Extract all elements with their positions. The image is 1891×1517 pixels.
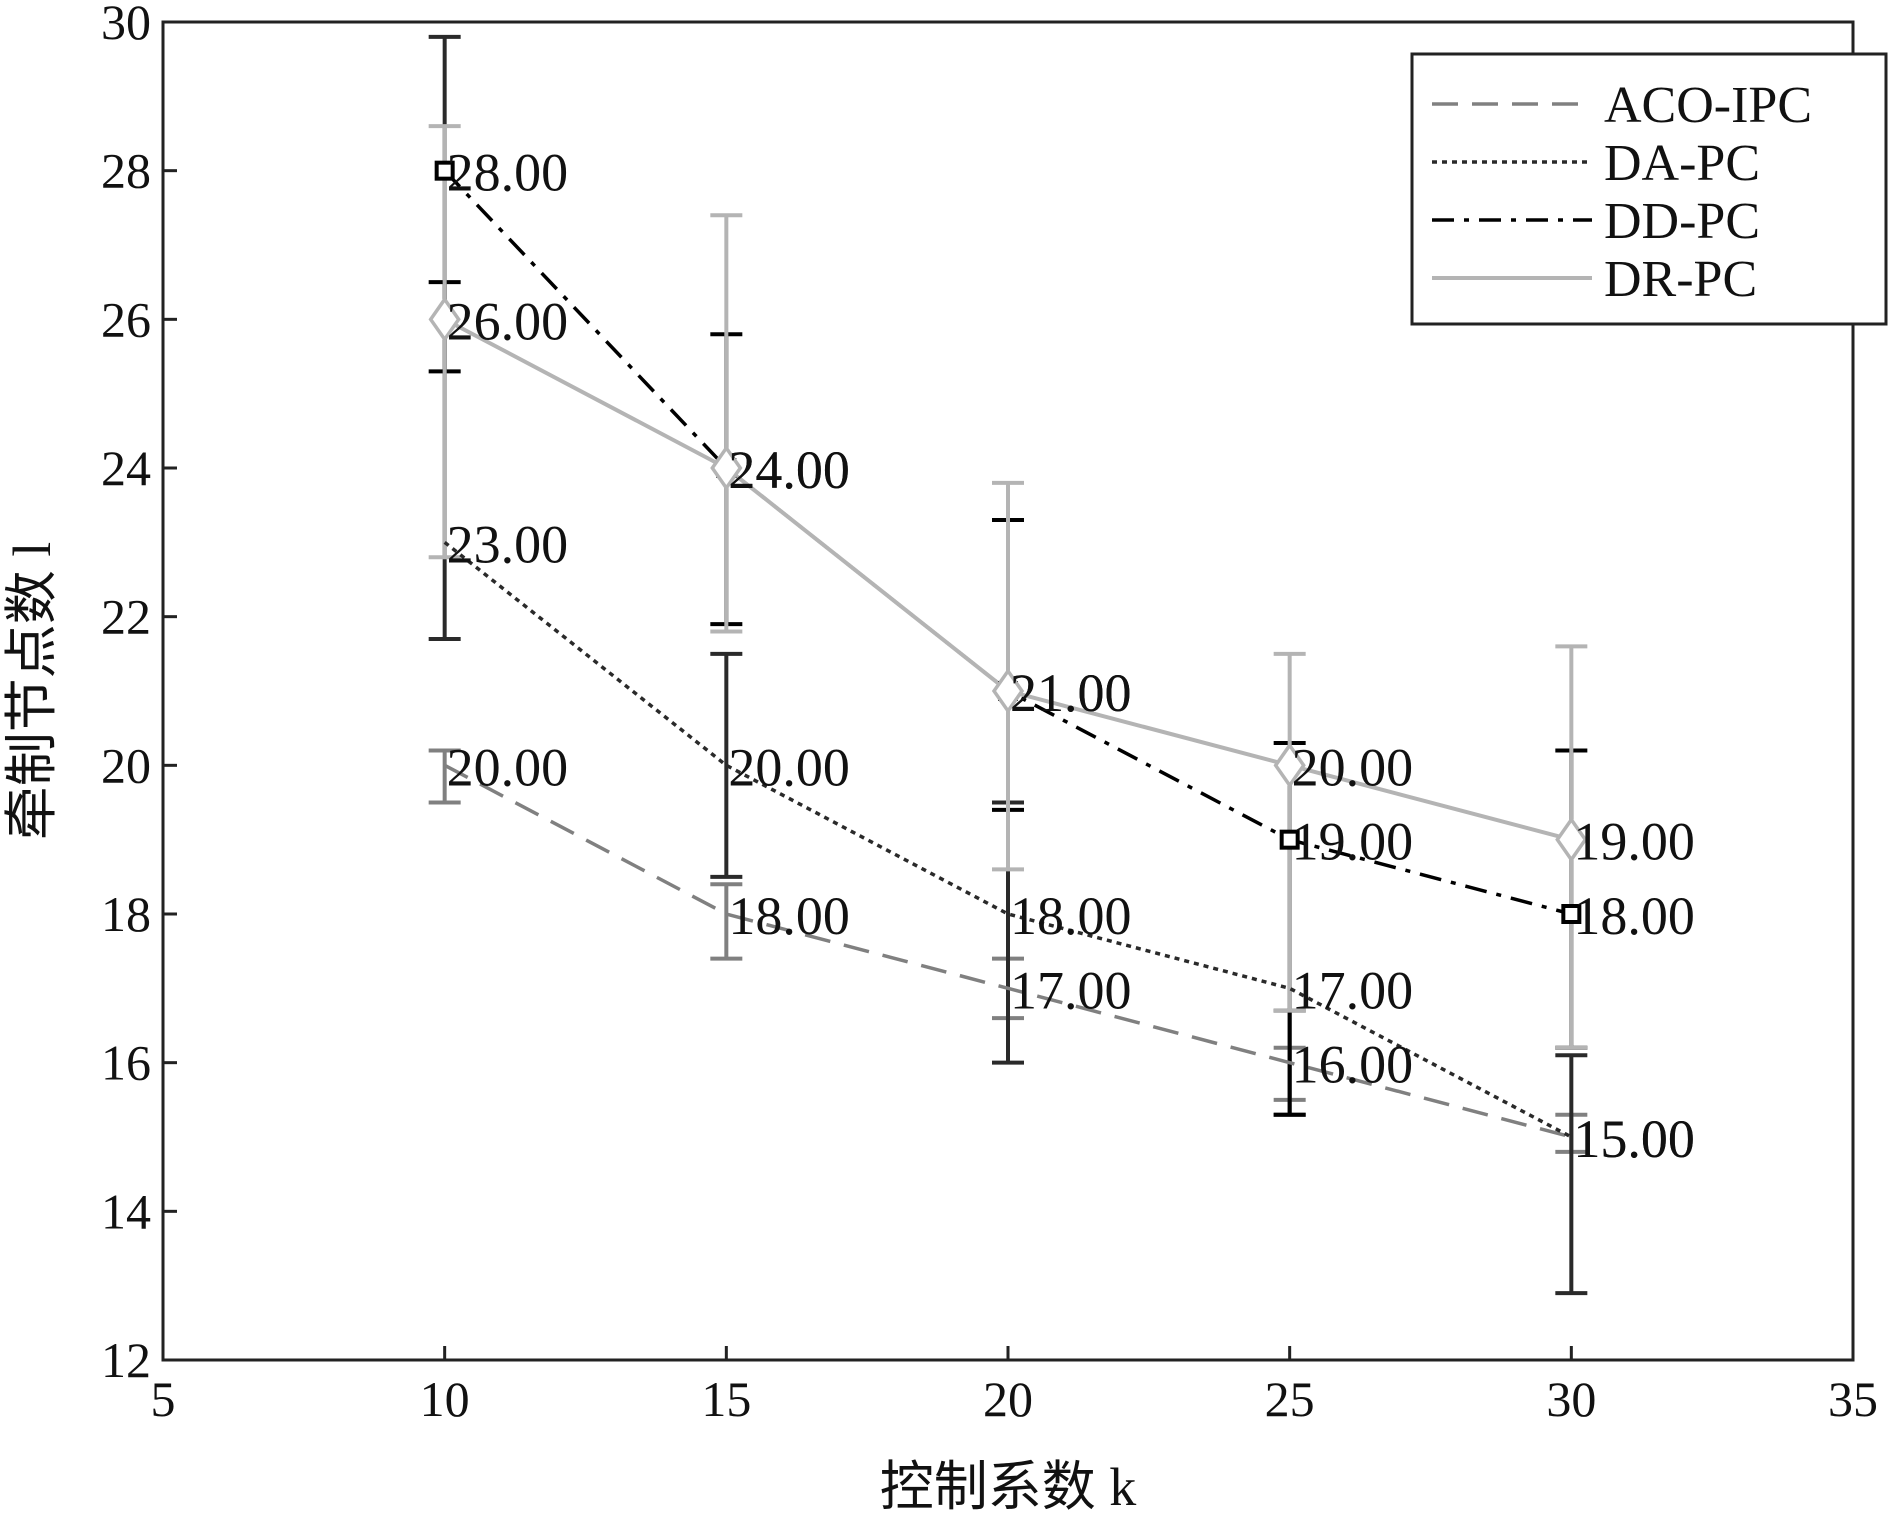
data-label: 15.00 (1573, 1109, 1695, 1169)
legend-label: ACO-IPC (1604, 77, 1812, 134)
y-tick-label: 30 (101, 0, 151, 50)
x-tick-label: 20 (983, 1371, 1033, 1427)
legend-item: ACO-IPC (1432, 77, 1812, 134)
data-label: 17.00 (1292, 960, 1414, 1020)
data-label: 18.00 (1573, 886, 1695, 946)
data-point-marker (434, 160, 455, 181)
data-label: 18.00 (1010, 886, 1132, 946)
y-axis-label: 牵制节点数 l (2, 542, 62, 841)
legend-label: DA-PC (1604, 135, 1760, 192)
data-label: 19.00 (1573, 812, 1695, 872)
x-tick-label: 5 (151, 1371, 176, 1427)
y-tick-label: 12 (101, 1332, 151, 1388)
error-bar (428, 748, 461, 805)
data-label: 21.00 (1010, 663, 1132, 723)
data-point-marker (710, 444, 743, 492)
data-label: 17.00 (1010, 960, 1132, 1020)
data-labels: 20.00 18.00 17.00 16.00 15.00 23.00 20.00 18.00… (447, 143, 1695, 1169)
legend-item: DA-PC (1432, 135, 1760, 192)
y-tick-label: 26 (101, 291, 151, 347)
data-point-marker (1279, 829, 1300, 850)
y-tick-label: 24 (101, 440, 151, 496)
data-point-marker (1555, 816, 1588, 863)
y-tick-label: 22 (101, 589, 151, 645)
error-bar (710, 651, 743, 879)
x-axis-ticks: 5 10 15 20 25 30 35 (151, 1346, 1878, 1427)
data-point-marker (428, 296, 461, 343)
error-bar (710, 882, 743, 961)
data-label: 20.00 (728, 737, 850, 797)
y-tick-label: 20 (101, 737, 151, 793)
x-tick-label: 15 (701, 1371, 751, 1427)
x-axis-label: 控制系数 k (880, 1457, 1137, 1517)
data-label: 19.00 (1292, 812, 1414, 872)
data-label: 20.00 (447, 737, 568, 797)
error-bar (1555, 1053, 1588, 1296)
error-bar (710, 213, 743, 634)
y-axis-ticks: 12 14 16 18 20 22 24 26 28 30 (101, 0, 177, 1388)
legend-label: DD-PC (1604, 193, 1760, 250)
legend-item: DD-PC (1432, 193, 1760, 250)
data-label: 23.00 (447, 514, 568, 574)
data-label: 26.00 (447, 291, 568, 351)
legend-item: DR-PC (1432, 251, 1757, 308)
data-label: 15.00 (1573, 1109, 1695, 1169)
data-label: 24.00 (728, 440, 850, 500)
data-point-marker (1273, 742, 1306, 789)
data-label: 20.00 (1292, 737, 1414, 797)
data-label: 16.00 (1292, 1035, 1414, 1095)
legend-label: DR-PC (1604, 251, 1757, 308)
data-label: 24.00 (728, 440, 850, 500)
data-label: 28.00 (447, 143, 568, 203)
y-tick-label: 18 (101, 886, 151, 942)
data-point-marker (1561, 904, 1582, 924)
data-point-marker (991, 667, 1025, 715)
data-label: 18.00 (728, 886, 850, 946)
x-tick-label: 25 (1265, 1371, 1315, 1427)
x-tick-label: 30 (1546, 1371, 1596, 1427)
x-tick-label: 35 (1828, 1371, 1878, 1427)
series-markers (428, 160, 1588, 924)
data-label: 21.00 (1010, 663, 1132, 723)
x-tick-label: 10 (420, 1371, 470, 1427)
y-tick-label: 16 (101, 1035, 151, 1091)
y-tick-label: 28 (101, 143, 151, 199)
series-line-aco-ipc (443, 763, 1572, 1139)
y-tick-label: 14 (101, 1183, 151, 1239)
